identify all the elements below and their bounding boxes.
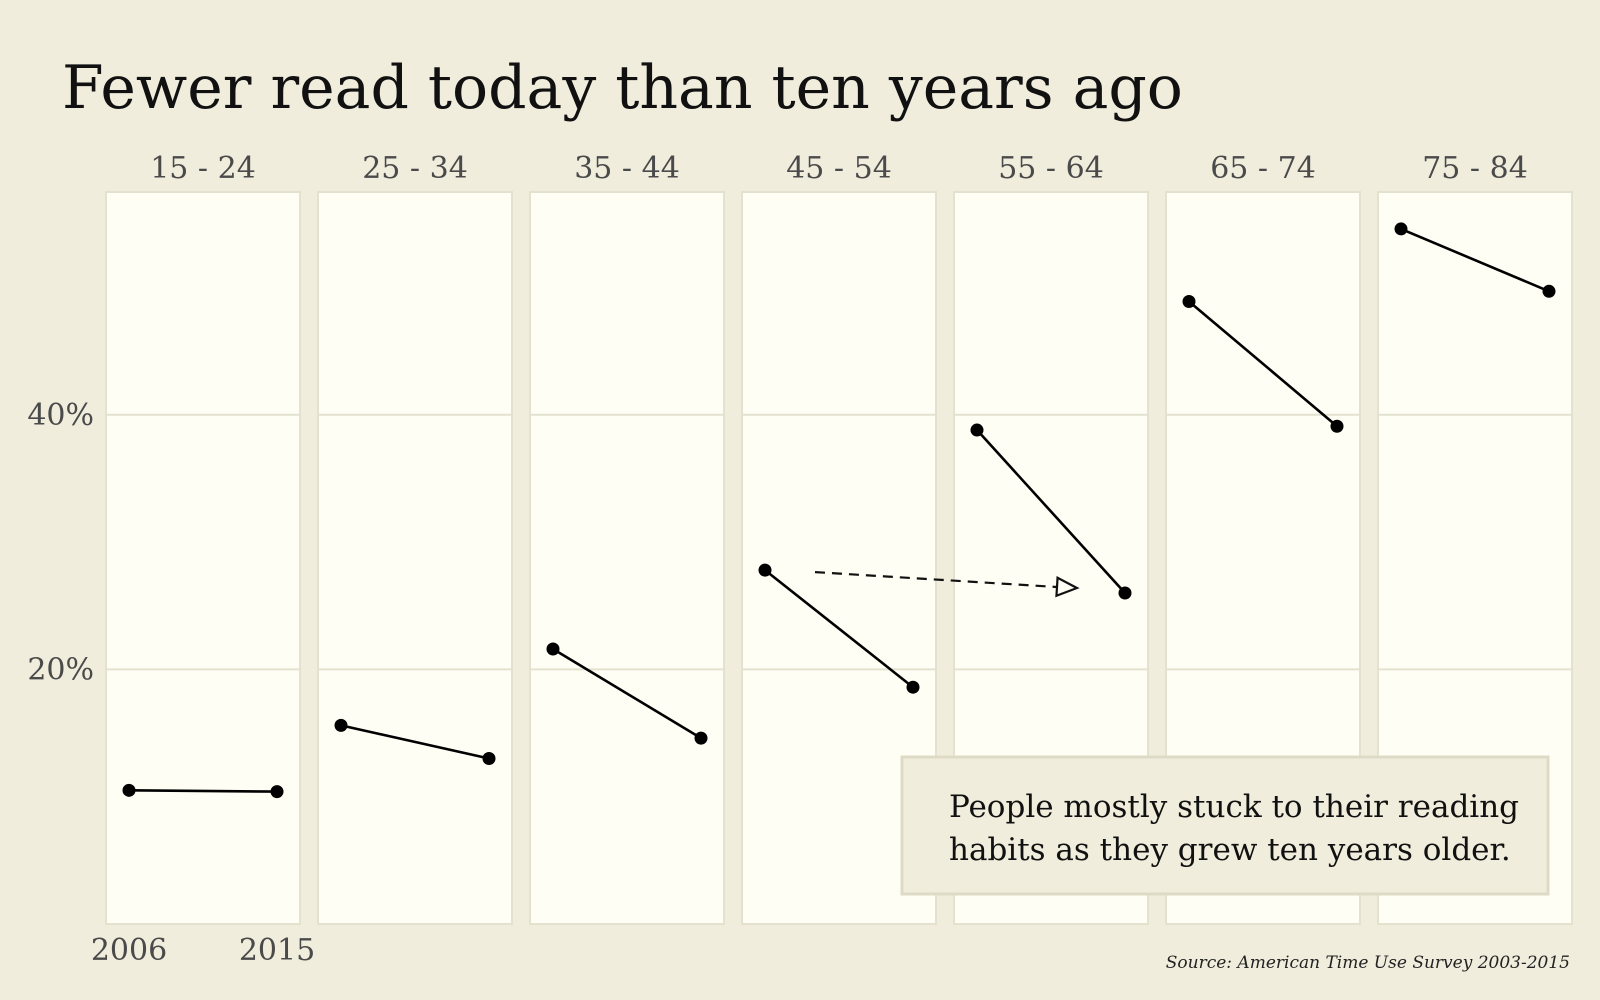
data-point-2015 bbox=[1542, 284, 1556, 298]
facet-15-24: 15 - 24 bbox=[105, 151, 301, 925]
annotation-text-line: habits as they grew ten years older. bbox=[949, 832, 1511, 868]
arrow-head bbox=[1055, 576, 1080, 598]
data-point-2006 bbox=[1182, 294, 1196, 308]
data-point-2015 bbox=[482, 752, 496, 766]
source-note: Source: American Time Use Survey 2003-20… bbox=[1166, 953, 1570, 973]
x-axis-ticks: 2006 2015 bbox=[91, 933, 315, 968]
arrow-shaft bbox=[814, 570, 1058, 589]
series-lines bbox=[122, 222, 1556, 799]
data-point-2015 bbox=[1330, 419, 1344, 433]
series-line bbox=[128, 789, 278, 793]
facet-label: 25 - 34 bbox=[362, 151, 468, 186]
series-75-84 bbox=[1394, 222, 1556, 298]
data-point-2006 bbox=[970, 423, 984, 437]
facet-panel bbox=[529, 191, 725, 925]
facet-label: 35 - 44 bbox=[574, 151, 680, 186]
annotation-box: People mostly stuck to their reading habi… bbox=[900, 755, 1550, 896]
data-point-2015 bbox=[906, 680, 920, 694]
facet-label: 15 - 24 bbox=[150, 151, 256, 186]
series-15-24 bbox=[122, 783, 284, 799]
y-tick-label: 20% bbox=[27, 652, 94, 687]
facet-label: 55 - 64 bbox=[998, 151, 1104, 186]
facet-label: 65 - 74 bbox=[1210, 151, 1316, 186]
data-point-2015 bbox=[270, 785, 284, 799]
data-point-2006 bbox=[546, 642, 560, 656]
facet-label: 75 - 84 bbox=[1422, 151, 1528, 186]
series-line bbox=[1400, 227, 1550, 293]
series-35-44 bbox=[546, 642, 708, 745]
series-55-64 bbox=[970, 423, 1132, 600]
series-65-74 bbox=[1182, 294, 1344, 433]
facet-panel bbox=[105, 191, 301, 925]
series-line bbox=[764, 569, 914, 689]
x-tick-label: 2015 bbox=[239, 933, 315, 968]
chart-title: Fewer read today than ten years ago bbox=[62, 53, 1183, 123]
y-tick-label: 40% bbox=[27, 398, 94, 433]
series-line bbox=[552, 647, 702, 740]
facet-35-44: 35 - 44 bbox=[529, 151, 725, 925]
data-point-2015 bbox=[694, 731, 708, 745]
facet-panel bbox=[317, 191, 513, 925]
series-line bbox=[340, 724, 490, 760]
series-45-54 bbox=[758, 563, 920, 694]
data-point-2006 bbox=[1394, 222, 1408, 236]
series-line bbox=[976, 429, 1126, 594]
series-line bbox=[1188, 300, 1338, 428]
series-25-34 bbox=[334, 718, 496, 766]
facet-label: 45 - 54 bbox=[786, 151, 892, 186]
x-tick-label: 2006 bbox=[91, 933, 167, 968]
annotation-arrow bbox=[814, 570, 1080, 598]
data-point-2006 bbox=[334, 718, 348, 732]
y-axis-ticks: 20% 40% bbox=[27, 398, 94, 688]
facet-25-34: 25 - 34 bbox=[317, 151, 513, 925]
annotation-box-bg bbox=[900, 755, 1550, 896]
annotation-text-line: People mostly stuck to their reading bbox=[949, 789, 1519, 825]
data-point-2015 bbox=[1118, 586, 1132, 600]
data-point-2006 bbox=[758, 563, 772, 577]
facet-45-54: 45 - 54 bbox=[741, 151, 937, 925]
data-point-2006 bbox=[122, 783, 136, 797]
